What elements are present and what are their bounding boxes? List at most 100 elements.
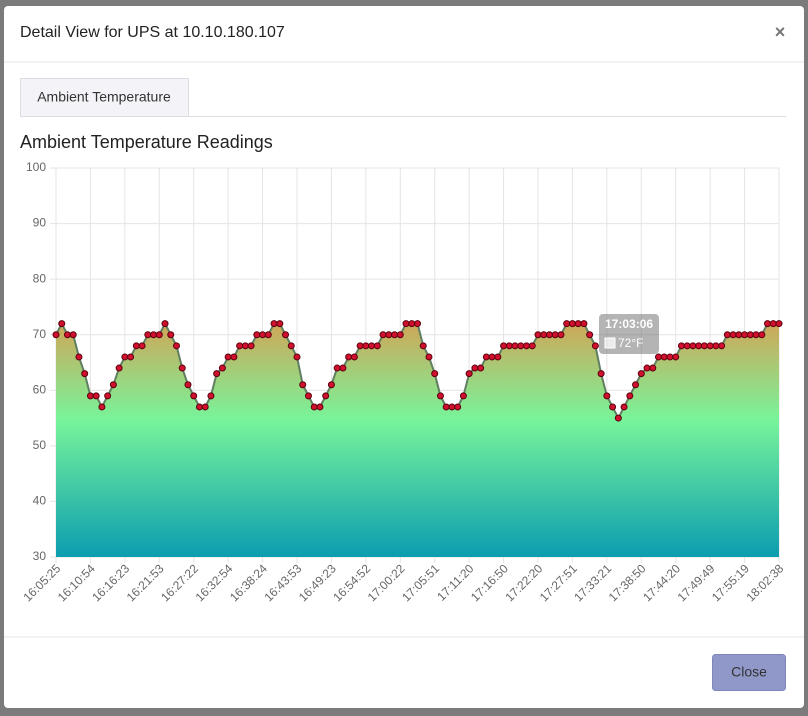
point — [287, 342, 295, 350]
point — [528, 342, 536, 350]
point — [207, 392, 215, 400]
point — [138, 342, 146, 350]
chart-title: Ambient Temperature Readings — [20, 132, 273, 152]
point — [253, 331, 261, 339]
modal-title: Detail View for UPS at 10.10.180.107 — [20, 24, 285, 41]
point — [201, 403, 209, 411]
point — [500, 342, 508, 350]
point — [75, 353, 83, 361]
point — [471, 364, 479, 372]
point — [373, 342, 381, 350]
point — [293, 353, 301, 361]
point — [746, 331, 754, 339]
point — [86, 392, 94, 400]
point — [574, 320, 582, 328]
point — [310, 403, 318, 411]
close-button-label[interactable]: Close — [731, 664, 767, 680]
point — [270, 320, 278, 328]
point — [241, 342, 249, 350]
tab-label[interactable]: Ambient Temperature — [37, 89, 171, 105]
point — [557, 331, 565, 339]
tooltip-swatch — [604, 337, 616, 349]
point — [81, 370, 89, 378]
tab[interactable] — [20, 78, 189, 117]
point — [144, 331, 152, 339]
point — [368, 342, 376, 350]
point — [195, 403, 203, 411]
point — [414, 320, 421, 328]
point — [230, 353, 238, 361]
point — [666, 353, 674, 361]
point — [626, 392, 634, 400]
point — [52, 331, 60, 339]
point — [92, 392, 100, 400]
point — [167, 331, 175, 339]
y-tick-label: 90 — [33, 216, 47, 230]
point — [396, 331, 404, 339]
y-tick-label: 40 — [33, 494, 47, 508]
point — [632, 381, 640, 389]
point — [769, 320, 777, 328]
point — [224, 353, 232, 361]
point — [689, 342, 697, 350]
point — [190, 392, 198, 400]
point — [322, 392, 330, 400]
point — [304, 392, 312, 400]
tooltip: 17:03:06 72°F — [599, 314, 659, 354]
point — [69, 331, 77, 339]
point — [741, 331, 749, 339]
point — [155, 331, 163, 339]
point — [247, 342, 255, 350]
close-icon[interactable]: × — [775, 22, 786, 42]
point — [109, 381, 117, 389]
point — [121, 353, 129, 361]
point — [316, 403, 324, 411]
point — [63, 331, 71, 339]
y-tick-label: 80 — [33, 271, 47, 285]
point — [408, 320, 416, 328]
point — [523, 342, 531, 350]
area — [56, 323, 779, 557]
point — [454, 403, 462, 411]
point — [173, 342, 180, 350]
point — [391, 331, 399, 339]
point — [259, 331, 267, 339]
point — [609, 403, 617, 411]
point — [333, 364, 341, 372]
point — [712, 342, 720, 350]
point — [178, 364, 186, 372]
point — [649, 364, 657, 372]
y-tick-label: 60 — [33, 382, 47, 396]
point — [764, 320, 772, 328]
tooltip-title: 17:03:06 — [605, 317, 653, 331]
point — [563, 320, 571, 328]
point — [718, 342, 726, 350]
point — [132, 342, 140, 350]
point — [104, 392, 112, 400]
point — [775, 320, 783, 328]
point — [505, 342, 513, 350]
close-button[interactable] — [712, 654, 786, 691]
point — [345, 353, 353, 361]
point — [586, 331, 594, 339]
point — [327, 381, 335, 389]
point — [700, 342, 708, 350]
point — [735, 331, 743, 339]
point — [683, 342, 691, 350]
point — [614, 414, 622, 422]
point — [655, 353, 662, 361]
point — [534, 331, 542, 339]
point — [419, 342, 427, 350]
point — [264, 331, 272, 339]
point — [488, 353, 496, 361]
point — [540, 331, 548, 339]
point — [672, 353, 680, 361]
point — [568, 320, 576, 328]
point — [545, 331, 553, 339]
point — [236, 342, 244, 350]
point — [379, 331, 387, 339]
point — [597, 370, 605, 378]
point — [511, 342, 519, 350]
point — [276, 320, 284, 328]
